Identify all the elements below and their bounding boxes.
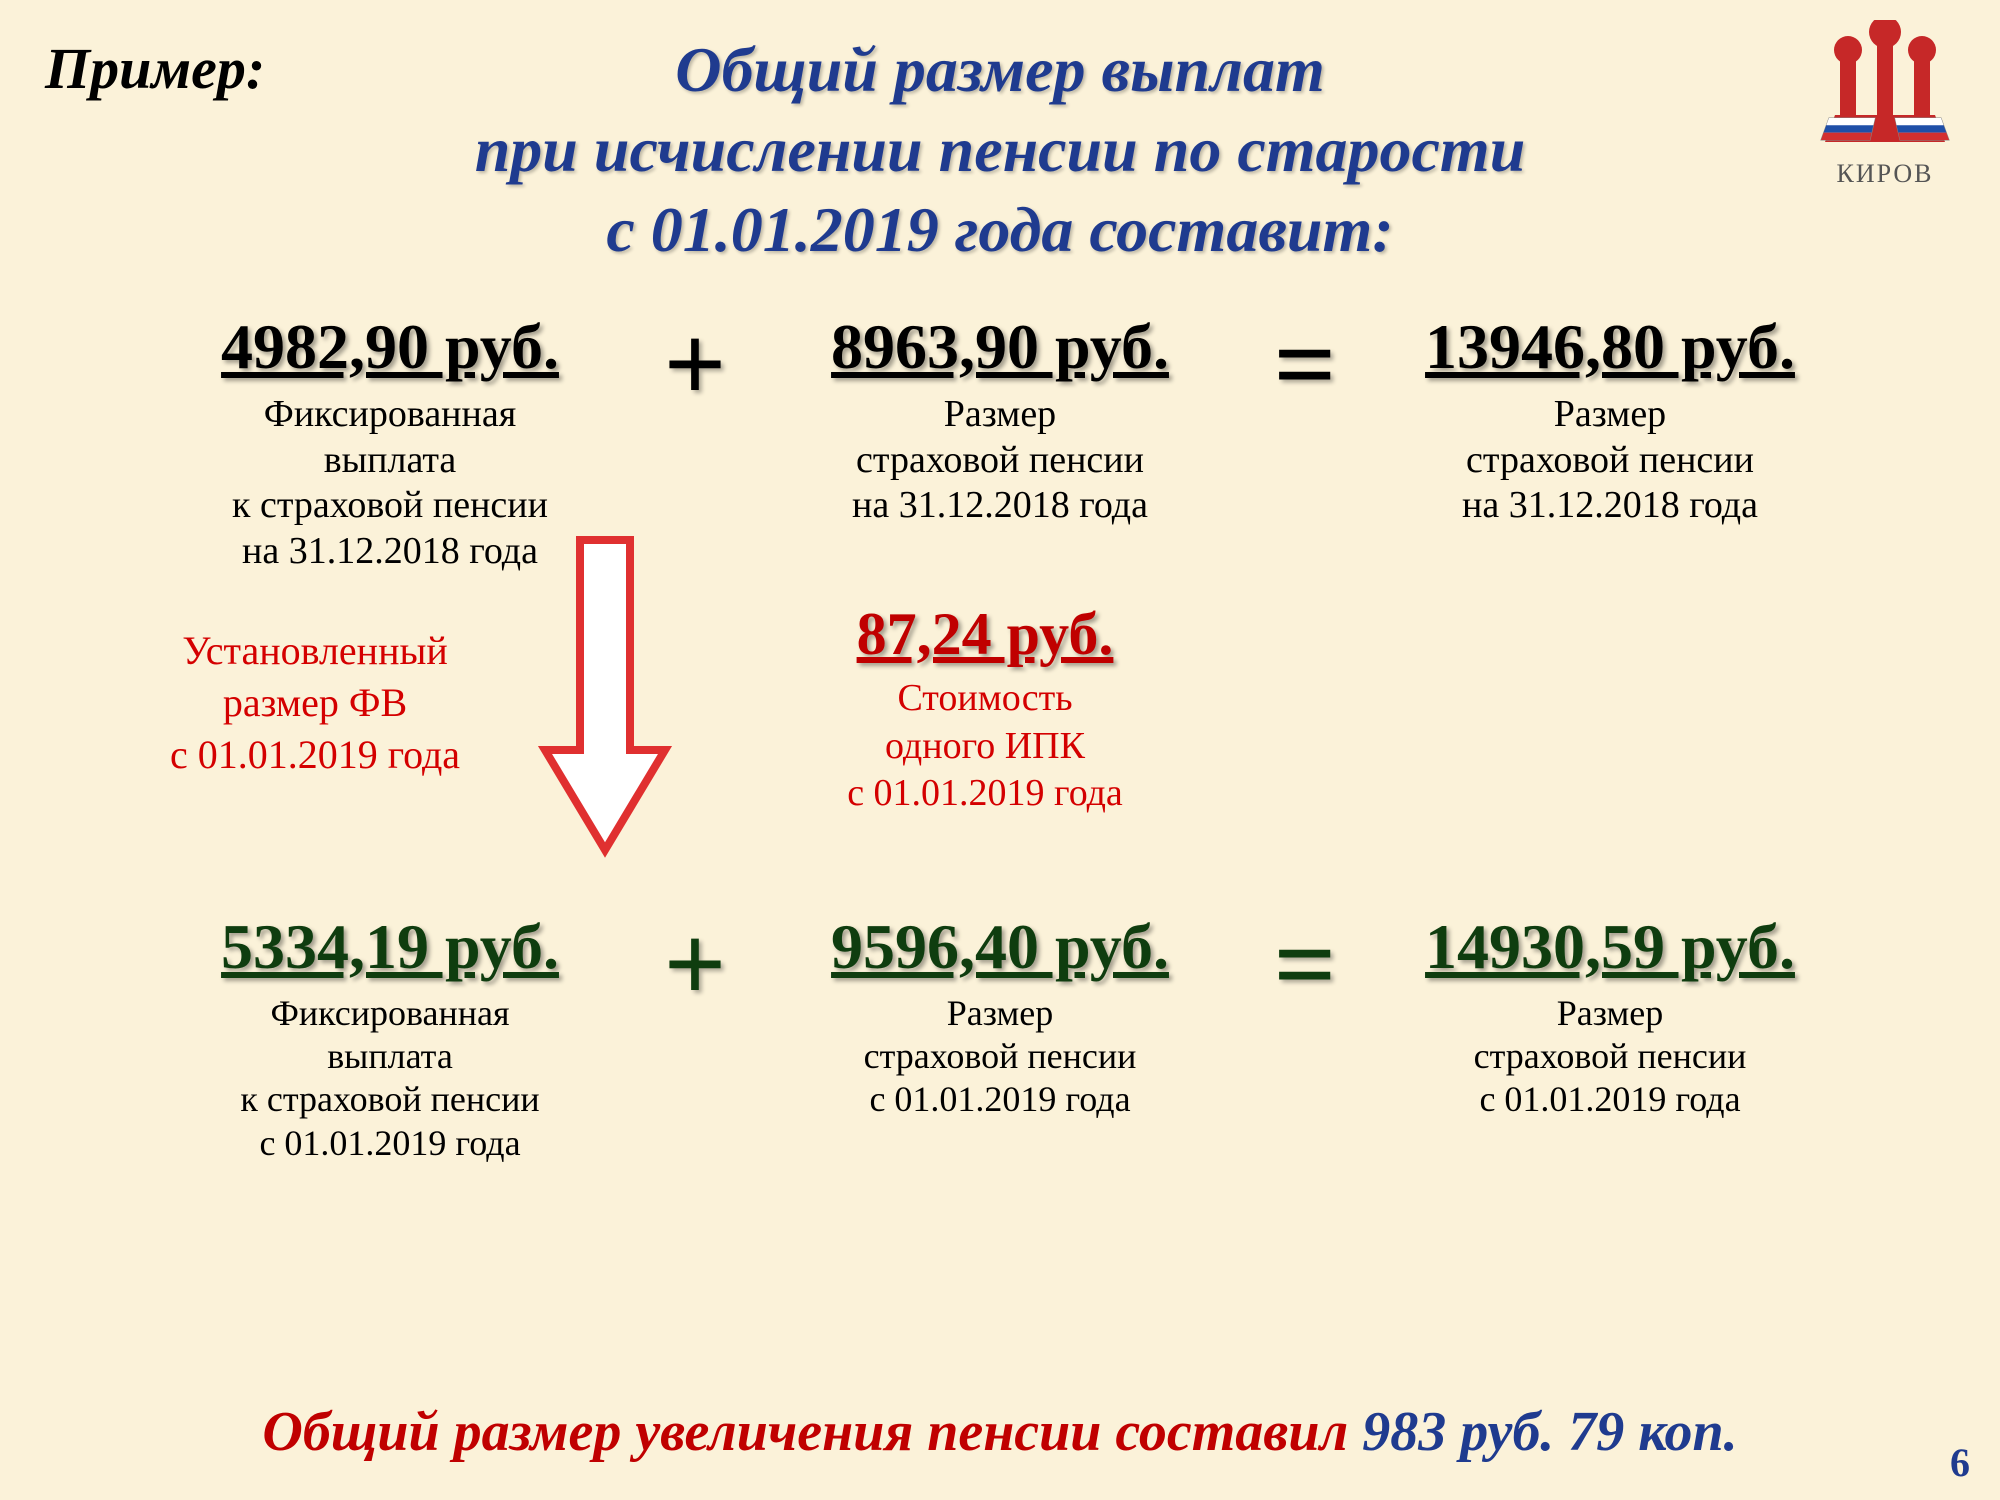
desc-insurance-2019: Размерстраховой пенсиис 01.01.2019 года: [750, 992, 1250, 1122]
amount-total-2019: 14930,59 руб.: [1360, 910, 1860, 984]
equals-operator-1: =: [1260, 310, 1350, 408]
plus-operator-2: +: [650, 910, 740, 1008]
term-insurance-2019: 9596,40 руб. Размерстраховой пенсиис 01.…: [750, 910, 1250, 1122]
summary-line: Общий размер увеличения пенсии составил …: [0, 1400, 2000, 1464]
logo-caption: КИРОВ: [1815, 159, 1955, 189]
term-total-2018: 13946,80 руб. Размерстраховой пенсиина 3…: [1360, 310, 1860, 529]
term-fixed-2019: 5334,19 руб. Фиксированнаявыплатак страх…: [140, 910, 640, 1165]
equals-operator-2: =: [1260, 910, 1350, 1008]
title-line-1: Общий размер выплат: [0, 30, 2000, 110]
amount-total-2018: 13946,80 руб.: [1360, 310, 1860, 384]
equation-row-2018: 4982,90 руб. Фиксированнаявыплатак страх…: [0, 310, 2000, 574]
summary-value: 983 руб. 79 коп.: [1362, 1401, 1737, 1463]
desc-fixed-2019: Фиксированнаявыплатак страховой пенсиис …: [140, 992, 640, 1165]
desc-total-2019: Размерстраховой пенсиис 01.01.2019 года: [1360, 992, 1860, 1122]
note-fixed-2019: Установленныйразмер ФВс 01.01.2019 года: [115, 625, 515, 781]
desc-ipk: Стоимостьодного ИПКс 01.01.2019 года: [720, 675, 1250, 818]
pfr-logo: КИРОВ: [1815, 20, 1955, 189]
amount-fixed-2018: 4982,90 руб.: [140, 310, 640, 384]
title-line-2: при исчислении пенсии по старости: [0, 110, 2000, 190]
slide-title: Общий размер выплат при исчислении пенси…: [0, 30, 2000, 270]
equation-row-2019: 5334,19 руб. Фиксированнаявыплатак страх…: [0, 910, 2000, 1165]
plus-operator-1: +: [650, 310, 740, 408]
term-insurance-2018: 8963,90 руб. Размерстраховой пенсиина 31…: [750, 310, 1250, 529]
term-total-2019: 14930,59 руб. Размерстраховой пенсиис 01…: [1360, 910, 1860, 1122]
ipk-cost-block: 87,24 руб. Стоимостьодного ИПКс 01.01.20…: [720, 600, 1250, 818]
amount-fixed-2019: 5334,19 руб.: [140, 910, 640, 984]
desc-total-2018: Размерстраховой пенсиина 31.12.2018 года: [1360, 392, 1860, 529]
amount-insurance-2018: 8963,90 руб.: [750, 310, 1250, 384]
amount-ipk: 87,24 руб.: [720, 600, 1250, 669]
pfr-logo-icon: [1815, 20, 1955, 150]
desc-insurance-2018: Размерстраховой пенсиина 31.12.2018 года: [750, 392, 1250, 529]
title-line-3: с 01.01.2019 года составит:: [0, 190, 2000, 270]
down-arrow-icon: [535, 530, 675, 865]
summary-text: Общий размер увеличения пенсии составил: [262, 1401, 1362, 1463]
amount-insurance-2019: 9596,40 руб.: [750, 910, 1250, 984]
page-number: 6: [1950, 1439, 1970, 1486]
